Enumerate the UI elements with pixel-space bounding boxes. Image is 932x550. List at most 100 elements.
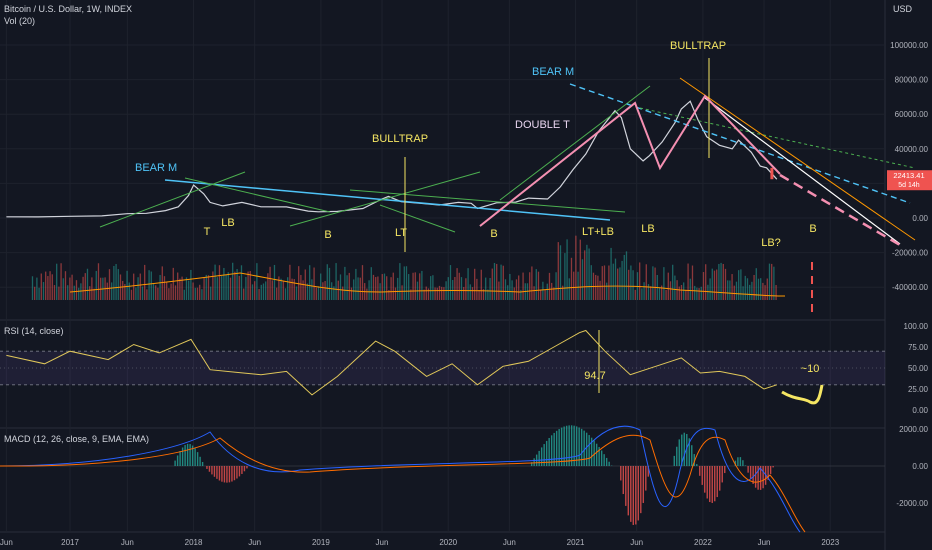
volume-bar — [141, 286, 144, 300]
macd-bar — [530, 462, 533, 466]
volume-bar — [89, 286, 91, 300]
volume-bar — [731, 274, 733, 300]
macd-bar — [558, 429, 560, 466]
volume-bar — [674, 275, 676, 300]
volume-bar — [177, 272, 179, 300]
volume-bar — [216, 277, 218, 300]
volume-bar — [564, 253, 566, 300]
macd-bar — [174, 460, 176, 466]
macd-bar — [228, 466, 231, 483]
volume-bar — [491, 268, 493, 300]
volume-bar — [529, 272, 531, 300]
volume-bar — [740, 269, 742, 300]
volume-bar — [298, 266, 300, 300]
volume-bar — [546, 283, 548, 300]
volume-bar — [647, 284, 650, 300]
price-tick-label: 60000.00 — [895, 110, 929, 119]
volume-bar — [34, 286, 36, 300]
macd-bar — [724, 466, 726, 474]
volume-bar — [625, 251, 628, 300]
macd-bar — [620, 466, 622, 481]
macd-bar — [218, 466, 221, 481]
volume-bar — [342, 286, 344, 300]
volume-bar — [733, 285, 735, 300]
x-tick-label: Jun — [248, 538, 261, 547]
volume-bar — [487, 289, 489, 300]
volume-bar — [722, 263, 724, 300]
last-candle — [770, 167, 774, 180]
volume-bar — [573, 271, 575, 300]
macd-bar — [241, 466, 243, 474]
volume-bar — [372, 274, 375, 300]
volume-bar — [353, 279, 355, 300]
volume-bar — [678, 286, 680, 300]
volume-bar — [40, 273, 42, 300]
macd-bar — [627, 466, 629, 516]
volume-bar — [502, 265, 504, 300]
trend-line — [379, 204, 456, 233]
volume-bar — [386, 276, 388, 300]
price-tick-label: -40000.00 — [892, 283, 929, 292]
volume-bar — [377, 276, 379, 300]
macd-bar — [716, 466, 718, 498]
volume-bar — [577, 271, 579, 300]
volume-bar — [590, 265, 592, 300]
volume-bar — [280, 278, 282, 300]
volume-bar — [135, 287, 137, 300]
macd-bar — [208, 466, 211, 472]
volume-bar — [469, 284, 471, 300]
volume-bar — [124, 283, 126, 300]
volume-bar — [42, 282, 45, 300]
volume-bar — [687, 263, 689, 300]
volume-bar — [36, 277, 38, 300]
macd-bar — [681, 434, 683, 466]
volume-bar — [170, 283, 172, 300]
double-top-line — [479, 94, 781, 227]
macd-bar — [578, 427, 580, 466]
volume-bar — [559, 245, 562, 300]
volume-bar — [749, 284, 751, 300]
rsi-projection-curve — [781, 384, 824, 405]
volume-bar — [258, 289, 260, 300]
macd-bar — [181, 447, 184, 466]
volume-bar — [399, 263, 401, 300]
volume-bar — [764, 285, 766, 300]
volume-bar — [174, 285, 177, 300]
x-tick-label: Jun — [0, 538, 13, 547]
volume-bar — [432, 275, 434, 300]
volume-bar — [632, 270, 634, 300]
volume-bar — [201, 289, 203, 300]
volume-bar — [762, 282, 764, 300]
volume-bar — [434, 287, 436, 300]
volume-bar — [247, 271, 249, 300]
volume-bar — [485, 277, 487, 300]
annotation-double-top: DOUBLE T — [515, 119, 570, 131]
volume-bar — [394, 287, 397, 300]
macd-tick-label: 0.00 — [912, 462, 928, 471]
volume-bar — [709, 278, 711, 300]
volume-bar — [53, 285, 56, 300]
volume-bar — [163, 276, 166, 300]
volume-bar — [346, 275, 348, 300]
volume-bar — [273, 264, 276, 300]
annotation-bulltrap: BULLTRAP — [670, 40, 726, 52]
macd-bar — [676, 446, 678, 466]
volume-bar — [335, 263, 337, 300]
volume-bar — [599, 280, 601, 300]
volume-bar — [768, 263, 771, 300]
macd-bar — [691, 445, 693, 466]
macd-bar — [754, 466, 757, 488]
volume-bar — [401, 285, 403, 300]
rsi-tick-label: 75.00 — [908, 343, 929, 352]
volume-bar — [128, 282, 130, 300]
volume-bar — [430, 276, 432, 300]
annotation-label: LB — [641, 223, 654, 235]
macd-bar — [206, 466, 208, 469]
volume-bar — [412, 272, 414, 300]
macd-bar — [693, 454, 695, 466]
volume-bar — [742, 286, 744, 300]
volume-bar — [700, 286, 702, 300]
bear-market-line-2018 — [164, 179, 611, 221]
macd-bar — [637, 466, 639, 521]
macd-bar — [645, 466, 647, 491]
